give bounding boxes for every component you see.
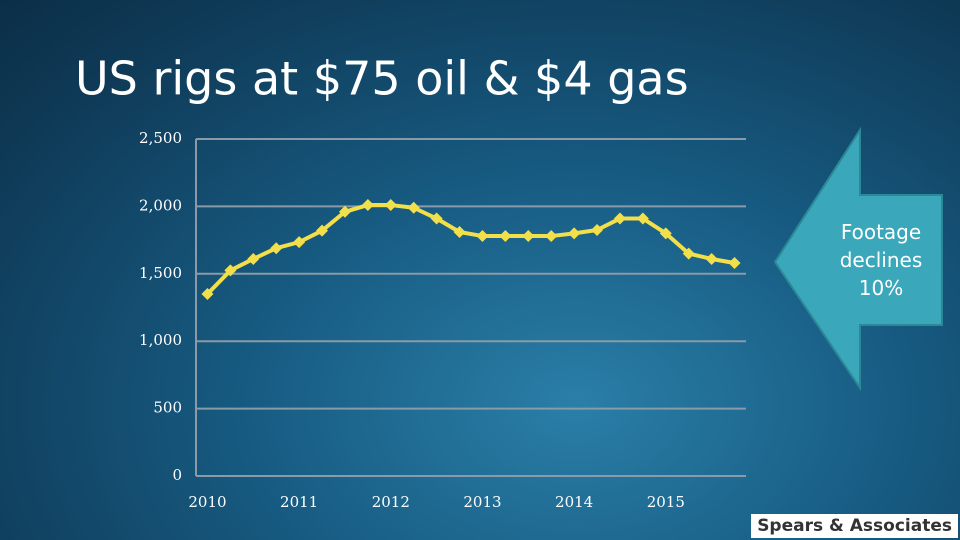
data-line — [206, 203, 735, 296]
logo: Spears & Associates — [751, 514, 958, 538]
data-marker — [338, 205, 351, 218]
data-marker — [224, 264, 237, 277]
data-marker — [247, 252, 260, 265]
x-tick-label: 2011 — [280, 493, 318, 511]
data-marker — [476, 230, 489, 243]
data-marker — [728, 257, 741, 270]
data-marker — [407, 201, 420, 214]
y-tick-label: 0 — [172, 466, 182, 484]
y-tick-label: 1,000 — [139, 331, 182, 349]
data-marker — [430, 212, 443, 225]
y-tick-label: 500 — [153, 399, 182, 417]
annotation: Footage declines 10% — [839, 220, 923, 300]
y-tick-label: 2,000 — [139, 196, 182, 214]
data-marker — [659, 227, 672, 240]
x-tick-label: 2013 — [463, 493, 501, 511]
x-tick-label: 2014 — [555, 493, 593, 511]
data-marker — [316, 224, 329, 237]
data-marker — [613, 212, 626, 225]
x-tick-label: 2012 — [372, 493, 410, 511]
data-marker — [499, 230, 512, 243]
y-tick-label: 2,500 — [139, 129, 182, 147]
x-tick-label: 2010 — [188, 493, 226, 511]
data-marker — [293, 236, 306, 249]
data-marker — [453, 226, 466, 239]
callout-arrow — [773, 126, 943, 392]
y-tick-label: 1,500 — [139, 264, 182, 282]
data-marker — [591, 223, 604, 236]
x-tick-label: 2015 — [647, 493, 685, 511]
data-marker — [705, 252, 718, 265]
data-marker — [270, 242, 283, 255]
data-marker — [201, 288, 214, 301]
data-marker — [384, 199, 397, 212]
data-marker — [636, 212, 649, 225]
chart-title: US rigs at $75 oil & $4 gas — [75, 52, 689, 106]
data-marker — [361, 199, 374, 212]
data-marker — [545, 230, 558, 243]
data-marker — [682, 247, 695, 260]
data-marker — [522, 230, 535, 243]
data-marker — [568, 227, 581, 240]
